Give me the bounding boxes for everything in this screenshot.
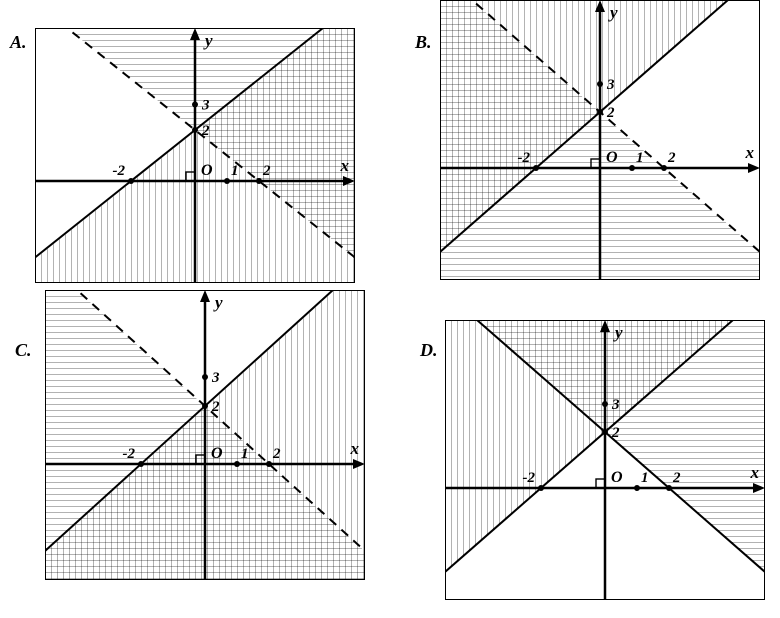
svg-text:O: O: [611, 469, 623, 486]
svg-text:-2: -2: [523, 470, 536, 486]
panel-d: D. -2 1 2 2 3 Ox y: [0, 0, 780, 618]
svg-text:2: 2: [611, 425, 620, 441]
svg-text:x: x: [750, 463, 760, 482]
chart-d: -2 1 2 2 3 Ox y: [445, 320, 765, 600]
svg-text:1: 1: [641, 470, 649, 486]
svg-text:y: y: [613, 323, 623, 342]
panel-d-label: D.: [420, 340, 438, 361]
svg-text:3: 3: [611, 397, 620, 413]
svg-text:2: 2: [672, 470, 681, 486]
